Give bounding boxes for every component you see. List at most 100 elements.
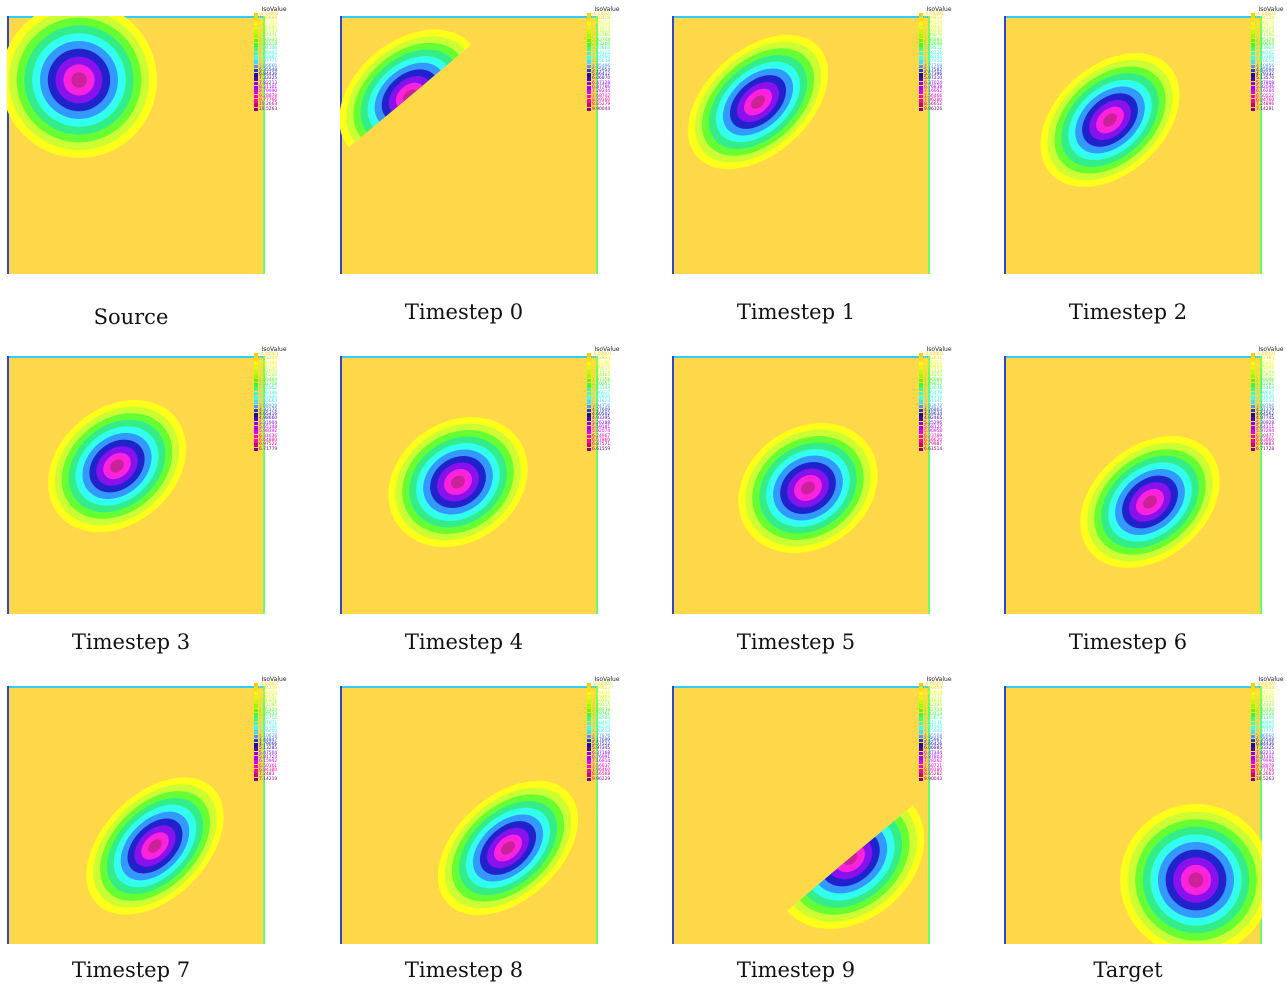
legend-value: 7.24896 — [1256, 102, 1275, 108]
legend-value: 5.59181 — [592, 425, 611, 431]
legend-value: 1.19442 — [924, 24, 943, 30]
legend-swatch — [587, 773, 591, 777]
legend-value: 3.42218 — [259, 42, 278, 48]
legend-value: -0.00001 — [924, 12, 944, 17]
legend-value: 9.28878 — [259, 93, 278, 99]
legend-entry: 2.62648 — [919, 387, 979, 391]
legend-entry: 5.98392 — [254, 430, 314, 434]
legend-entry: 6.06885 — [919, 747, 979, 751]
legend-value: 10.5263 — [1256, 776, 1275, 782]
legend-swatch — [587, 107, 591, 112]
legend-swatch — [587, 691, 591, 696]
legend-value: 3.28310 — [924, 394, 943, 400]
legend-swatch — [587, 760, 591, 764]
legend-swatch — [587, 17, 591, 21]
legend-entry: 0.65786 — [587, 361, 647, 366]
legend-entry: 1.36876 — [254, 699, 314, 704]
legend-swatch — [1251, 98, 1255, 103]
legend-entry: 6.35548 — [1251, 738, 1287, 743]
legend-swatch — [587, 55, 591, 60]
legend-swatch — [919, 30, 923, 34]
contour-svg — [7, 356, 265, 614]
legend-swatch — [587, 30, 591, 34]
legend-entry: 4.92465 — [919, 417, 979, 421]
legend-entry: 5.17699 — [587, 738, 647, 743]
legend-entry: 4.79066 — [254, 742, 314, 747]
legend-entry: 1.19442 — [919, 24, 979, 30]
legend-entry: 6.15942 — [254, 760, 314, 764]
contour-svg — [1004, 686, 1262, 944]
legend-entry: 2.38884 — [919, 38, 979, 43]
legend-entry: 4.27609 — [587, 408, 647, 413]
legend-swatch — [919, 13, 923, 17]
legend-value: 1.02714 — [1256, 24, 1275, 30]
legend-entry: 3.58326 — [919, 51, 979, 56]
contour-svg — [1004, 16, 1262, 274]
legend-swatch — [919, 395, 923, 400]
legend-swatch — [1251, 21, 1255, 26]
legend-entry: 1.46665 — [1251, 695, 1287, 700]
legend-entry: 1.02657 — [254, 694, 314, 700]
legend-swatch — [254, 107, 258, 112]
legend-value: 2.02295 — [924, 703, 943, 709]
legend-swatch — [919, 413, 923, 417]
legend-entry: 0.79646 — [587, 691, 647, 696]
legend-value: 5.13570 — [1256, 76, 1275, 82]
contour-ring — [801, 481, 815, 495]
legend-entry: 2.93330 — [1251, 708, 1287, 713]
legend-value: 0.80918 — [924, 690, 943, 696]
legend-swatch — [254, 443, 258, 447]
legend-entry: 2.44441 — [1251, 704, 1287, 708]
legend-entry: 2.05428 — [1251, 38, 1287, 43]
legend-swatch — [1251, 430, 1255, 434]
legend-entry: 4.44847 — [254, 738, 314, 743]
legend-entry: 5.25296 — [919, 421, 979, 426]
legend-rows: -0.00001 0.33183 0.66366 0.99549 1.32732 1.65… — [1251, 352, 1287, 452]
legend-value: 0.48888 — [1256, 686, 1275, 692]
legend-entry: 3.65684 — [254, 400, 314, 404]
legend-entry: 6.87803 — [919, 755, 979, 760]
legend-value: 5.82046 — [1256, 85, 1275, 91]
legend-swatch — [254, 683, 258, 687]
legend-entry: 1.97358 — [587, 378, 647, 383]
legend-value: -0.00001 — [259, 352, 279, 357]
legend-entry: 7.56466 — [919, 94, 979, 99]
contour-ring — [110, 459, 124, 473]
legend-value: 1.02657 — [259, 694, 278, 700]
legend-entry: 1.61836 — [919, 699, 979, 704]
legend-swatch — [1251, 13, 1255, 17]
legend-swatch — [254, 708, 258, 713]
legend-swatch — [254, 357, 258, 361]
panel-caption: Target — [1093, 958, 1163, 982]
legend-swatch — [254, 103, 258, 107]
legend-value: 7.68702 — [592, 93, 611, 99]
legend-swatch — [919, 734, 923, 739]
legend-entry: 1.21374 — [587, 25, 647, 30]
legend-value: 2.29817 — [924, 382, 943, 388]
legend-swatch — [1251, 721, 1255, 726]
legend-entry: 3.23664 — [587, 47, 647, 51]
legend-value: 1.99070 — [924, 33, 943, 39]
legend-swatch — [919, 713, 923, 717]
legend-swatch — [1251, 107, 1255, 112]
legend-entry: 1.31572 — [587, 369, 647, 374]
legend-entry: 8.79990 — [1251, 760, 1287, 764]
legend-entry: 1.99070 — [919, 34, 979, 38]
legend-swatch — [1251, 447, 1255, 452]
legend-swatch — [919, 47, 923, 51]
legend-swatch — [587, 738, 591, 743]
legend-entry: 6.64880 — [254, 438, 314, 443]
legend-swatch — [1251, 94, 1255, 99]
panel-timestep-3: IsoValue -0.00001 0.33244 0.66488 0.99732 1.… — [0, 340, 320, 669]
legend-entry: 3.42218 — [254, 42, 314, 48]
legend-value: 3.93972 — [924, 403, 943, 409]
legend-swatch — [1251, 713, 1255, 717]
panel-caption: Timestep 2 — [1068, 300, 1188, 324]
legend-swatch — [919, 73, 923, 77]
legend-entry: 0.66366 — [1251, 361, 1287, 366]
legend-value: 0.34238 — [1256, 16, 1275, 22]
legend-rows: -0.00001 0.33244 0.66488 0.99732 1.32976 1.66… — [254, 352, 314, 452]
legend-entry: 4.26803 — [919, 408, 979, 413]
legend-swatch — [587, 777, 591, 782]
legend-value: -0.00001 — [592, 682, 612, 687]
